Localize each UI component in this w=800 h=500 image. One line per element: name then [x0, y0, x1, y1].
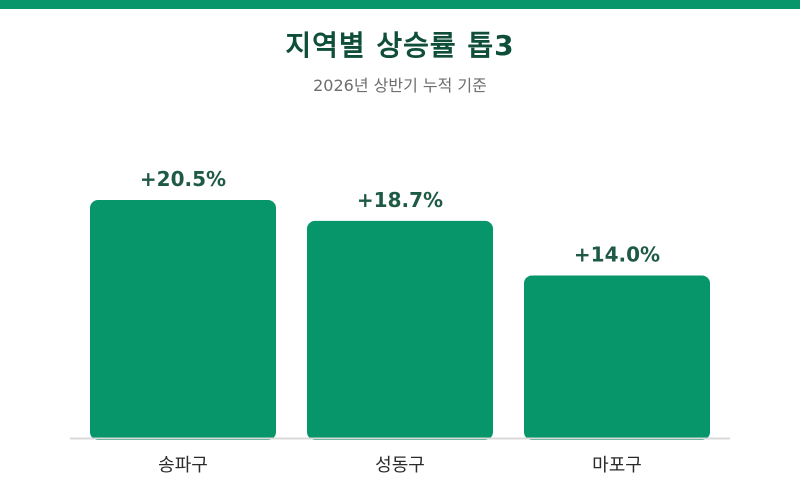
category-label-1: 송파구 [158, 455, 208, 476]
chart-subtitle: 2026년 상반기 누적 기준 [313, 76, 487, 95]
data-label-2: +18.7% [357, 188, 443, 212]
category-label-2: 성동구 [375, 455, 425, 476]
bar-3 [524, 275, 710, 440]
data-label-1: +20.5% [140, 167, 226, 191]
bar-2 [307, 220, 493, 440]
bar-1 [90, 200, 276, 440]
chart-title: 지역별 상승률 톱3 [285, 29, 515, 62]
data-label-3: +14.0% [574, 242, 660, 266]
top-accent-bar [0, 0, 800, 9]
category-label-3: 마포구 [592, 455, 642, 476]
